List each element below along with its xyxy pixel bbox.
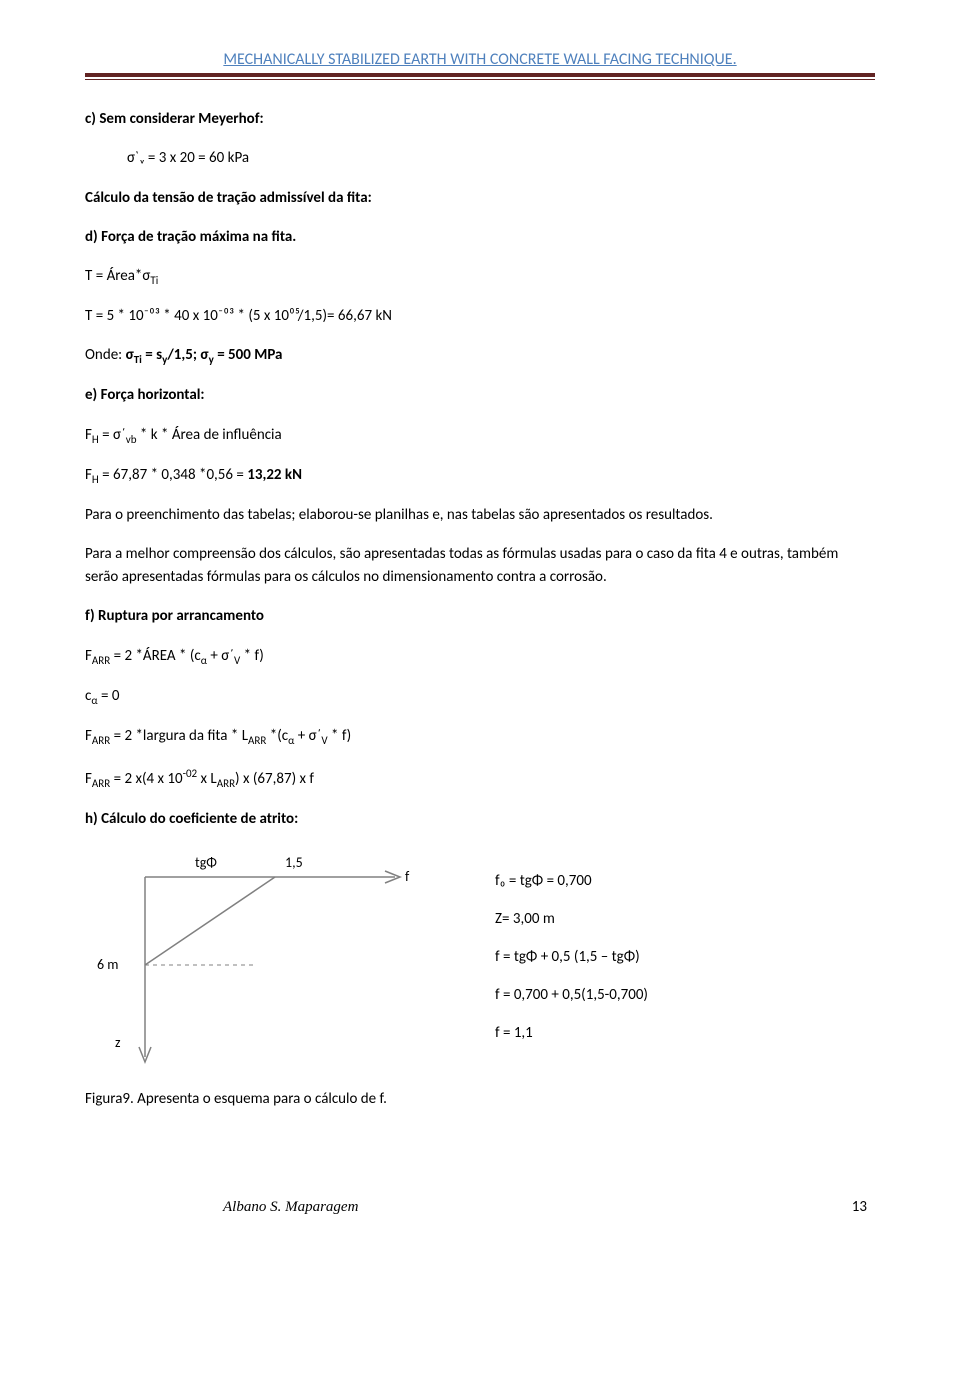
t-full-eq: T = 5 * 10⁻⁰³ * 40 x 10⁻⁰³ * (5 x 10⁰⁵/1… <box>85 305 875 328</box>
diagram-label-6m: 6 m <box>97 956 118 973</box>
section-d-heading: d) Força de tração máxima na fita. <box>85 226 875 249</box>
fh-eq1: FH = σ´vb * k * Área de influência <box>85 424 875 448</box>
diagram-label-tgphi: tgΦ <box>195 854 217 871</box>
side-calculations: f₀ = tgΦ = 0,700 Z= 3,00 m f = tgΦ + 0,5… <box>495 872 648 1062</box>
diagram-label-f: f <box>405 868 410 885</box>
page-header: MECHANICALLY STABILIZED EARTH WITH CONCR… <box>85 50 875 69</box>
onde-line: Onde: σTi = sy/1,5; σy = 500 MPa <box>85 344 875 368</box>
figure-caption: Figura9. Apresenta o esquema para o cálc… <box>85 1090 425 1108</box>
header-rule-thin <box>85 79 875 80</box>
calc-tensao-heading: Cálculo da tensão de tração admissível d… <box>85 187 875 210</box>
paragraph-preench: Para o preenchimento das tabelas; elabor… <box>85 504 875 527</box>
friction-diagram: tgΦ 1,5 f 6 m z Figura9. Apresenta o esq… <box>85 847 425 1108</box>
diagram-label-1-5: 1,5 <box>285 854 303 871</box>
header-rule-thick <box>85 73 875 77</box>
t-area-eq: T = Área*σTi <box>85 265 875 289</box>
fh-eq2: FH = 67,87 * 0,348 *0,56 = 13,22 kN <box>85 464 875 488</box>
side-l2: Z= 3,00 m <box>495 910 648 928</box>
side-l3: f = tgΦ + 0,5 (1,5 – tgΦ) <box>495 948 648 966</box>
paragraph-melhor: Para a melhor compreensão dos cálculos, … <box>85 543 875 590</box>
section-c-heading: c) Sem considerar Meyerhof: <box>85 108 875 131</box>
sigma-v-eq: σ`ᵥ = 3 x 20 = 60 kPa <box>127 147 875 170</box>
section-f-heading: f) Ruptura por arrancamento <box>85 605 875 628</box>
footer-author: Albano S. Maparagem <box>223 1199 358 1216</box>
farr-eq2: FARR = 2 *largura da fita * LARR *(cα + … <box>85 725 875 749</box>
farr-eq3: FARR = 2 x(4 x 10-02 x LARR) x (67,87) x… <box>85 765 875 792</box>
footer-page-number: 13 <box>852 1198 867 1216</box>
section-h-heading: h) Cálculo do coeficiente de atrito: <box>85 808 875 831</box>
diagram-label-z: z <box>115 1034 121 1051</box>
section-e-heading: e) Força horizontal: <box>85 384 875 407</box>
side-l1: f₀ = tgΦ = 0,700 <box>495 872 648 890</box>
c-alpha-eq: cα = 0 <box>85 685 875 709</box>
farr-eq1: FARR = 2 *ÁREA * (cα + σ´V * f) <box>85 645 875 669</box>
side-l5: f = 1,1 <box>495 1024 648 1042</box>
side-l4: f = 0,700 + 0,5(1,5-0,700) <box>495 986 648 1004</box>
